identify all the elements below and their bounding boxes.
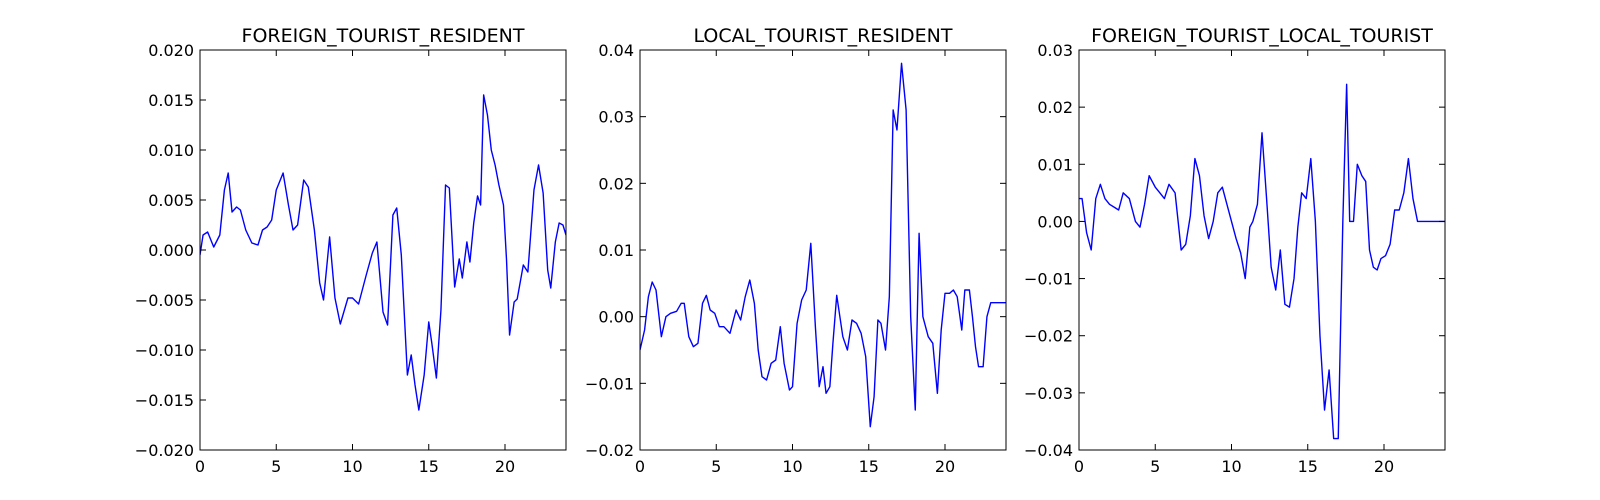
y-tick-label: 0.015 — [148, 91, 194, 110]
x-tick-label: 0 — [195, 457, 205, 476]
x-tick-label: 0 — [635, 457, 645, 476]
y-tick-label: 0.020 — [148, 41, 194, 60]
x-tick-label: 15 — [859, 457, 879, 476]
x-tick-label: 20 — [1374, 457, 1394, 476]
chart-title: FOREIGN_TOURIST_LOCAL_TOURIST — [1091, 25, 1433, 47]
y-tick-label: 0.01 — [1037, 155, 1073, 174]
y-tick-label: 0.010 — [148, 141, 194, 160]
x-tick-label: 10 — [342, 457, 362, 476]
y-tick-label: −0.020 — [135, 441, 194, 460]
chart-panel-2: 0 5 10 15 20 −0.02 −0.01 0.00 0.01 0.02 0.03 0.04 LO… — [585, 25, 1007, 476]
y-tick-label: −0.03 — [1024, 384, 1073, 403]
y-tick-label: −0.02 — [585, 441, 634, 460]
x-tick-label: 15 — [419, 457, 439, 476]
x-tick-label: 20 — [495, 457, 515, 476]
y-tick-label: 0.00 — [598, 308, 634, 327]
series-line-1 — [200, 94, 566, 411]
series-line-1 — [1079, 83, 1445, 440]
y-tick-label: 0.02 — [598, 174, 634, 193]
chart-title: LOCAL_TOURIST_RESIDENT — [694, 25, 953, 47]
series-line-1 — [640, 62, 1006, 428]
y-tick-label: −0.01 — [585, 374, 634, 393]
y-tick-label: −0.02 — [1024, 327, 1073, 346]
axes-frame — [1078, 49, 1446, 451]
y-tick-label: 0.02 — [1037, 98, 1073, 117]
y-tick-label: 0.000 — [148, 241, 194, 260]
y-tick-label: 0.01 — [598, 241, 634, 260]
chart-panel-3: 0 5 10 15 20 −0.04 −0.03 −0.02 −0.01 0.00 0.01 0.02… — [1024, 25, 1446, 476]
y-tick-label: 0.005 — [148, 191, 194, 210]
y-tick-label: 0.03 — [1037, 41, 1073, 60]
y-tick-label: −0.04 — [1024, 441, 1073, 460]
y-tick-label: −0.005 — [135, 291, 194, 310]
x-tick-label: 0 — [1074, 457, 1084, 476]
x-tick-label: 20 — [935, 457, 955, 476]
y-tick-label: 0.03 — [598, 108, 634, 127]
chart-title: FOREIGN_TOURIST_RESIDENT — [242, 25, 525, 47]
y-tick-label: −0.015 — [135, 391, 194, 410]
y-tick-label: 0.04 — [598, 41, 634, 60]
x-tick-label: 5 — [1150, 457, 1160, 476]
x-tick-label: 5 — [711, 457, 721, 476]
y-tick-label: 0.00 — [1037, 212, 1073, 231]
x-tick-label: 5 — [271, 457, 281, 476]
y-tick-label: −0.010 — [135, 341, 194, 360]
x-tick-label: 10 — [1221, 457, 1241, 476]
x-tick-label: 10 — [782, 457, 802, 476]
chart-panel-1: 0 5 10 15 20 −0.020 −0.015 −0.010 −0.005 0.000 0.0… — [135, 25, 567, 476]
y-tick-label: −0.01 — [1024, 270, 1073, 289]
x-tick-label: 15 — [1298, 457, 1318, 476]
